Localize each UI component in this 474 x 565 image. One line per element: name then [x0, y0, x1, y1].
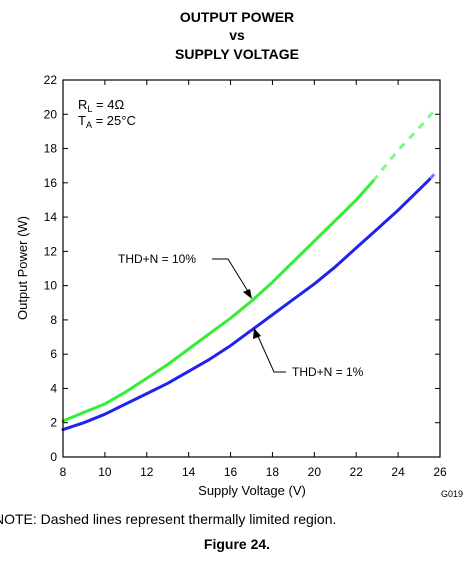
x-tick-label: 24 — [391, 465, 405, 479]
series-dashed-thd-1 — [428, 171, 437, 181]
condition-rl: RL = 4Ω — [78, 97, 124, 114]
figure-caption: Figure 24. — [203, 536, 271, 552]
x-tick-label: 18 — [266, 465, 280, 479]
series-line-thd-1 — [61, 177, 431, 432]
y-tick-label: 16 — [44, 176, 58, 190]
x-tick-label: 20 — [308, 465, 322, 479]
y-tick-label: 22 — [44, 73, 58, 87]
y-tick-label: 6 — [50, 347, 57, 361]
x-tick-label: 22 — [350, 465, 364, 479]
x-tick-label: 8 — [60, 465, 67, 479]
figure-code: G019 — [441, 489, 464, 499]
y-tick-label: 0 — [50, 450, 57, 464]
y-tick-label: 10 — [44, 279, 58, 293]
annotation-thd-10-leader — [212, 258, 250, 294]
rl-value: = 4Ω — [92, 97, 124, 112]
y-tick-label: 8 — [50, 313, 57, 327]
chart-title-line-1: OUTPUT POWER — [179, 9, 295, 25]
rl-main: R — [78, 97, 87, 112]
ta-sub: A — [86, 120, 92, 130]
annotation-thd-1: THD+N = 1% — [292, 365, 364, 379]
series-line-thd-10 — [61, 179, 375, 423]
ta-value: = 25°C — [92, 113, 136, 128]
y-tick-label: 20 — [44, 107, 58, 121]
chart-title-line-3: SUPPLY VOLTAGE — [175, 46, 299, 62]
condition-ta: TA = 25°C — [78, 113, 136, 130]
y-tick-label: 14 — [44, 210, 58, 224]
rl-sub: L — [87, 104, 92, 114]
annotation-thd-1-arrowhead — [253, 328, 261, 339]
plot-frame — [62, 79, 441, 458]
annotation-thd-10: THD+N = 10% — [118, 252, 196, 266]
x-tick-label: 16 — [224, 465, 238, 479]
series-dashed-thd-10 — [371, 108, 437, 183]
x-tick-label: 12 — [140, 465, 154, 479]
y-tick-label: 4 — [50, 381, 57, 395]
y-axis-label: Output Power (W) — [15, 216, 30, 320]
x-tick-label: 14 — [182, 465, 196, 479]
chart-title-line-2: vs — [229, 27, 245, 43]
y-tick-label: 18 — [44, 142, 58, 156]
y-tick-label: 12 — [44, 244, 58, 258]
x-axis-label: Supply Voltage (V) — [198, 483, 306, 498]
ta-main: T — [78, 113, 86, 128]
y-tick-label: 2 — [50, 416, 57, 430]
annotation-thd-1-leader — [256, 333, 286, 373]
x-tick-label: 10 — [98, 465, 112, 479]
x-tick-label: 26 — [433, 465, 447, 479]
note-text: NOTE: Dashed lines represent thermally l… — [0, 511, 337, 527]
annotation-thd-10-arrowhead — [243, 289, 252, 299]
